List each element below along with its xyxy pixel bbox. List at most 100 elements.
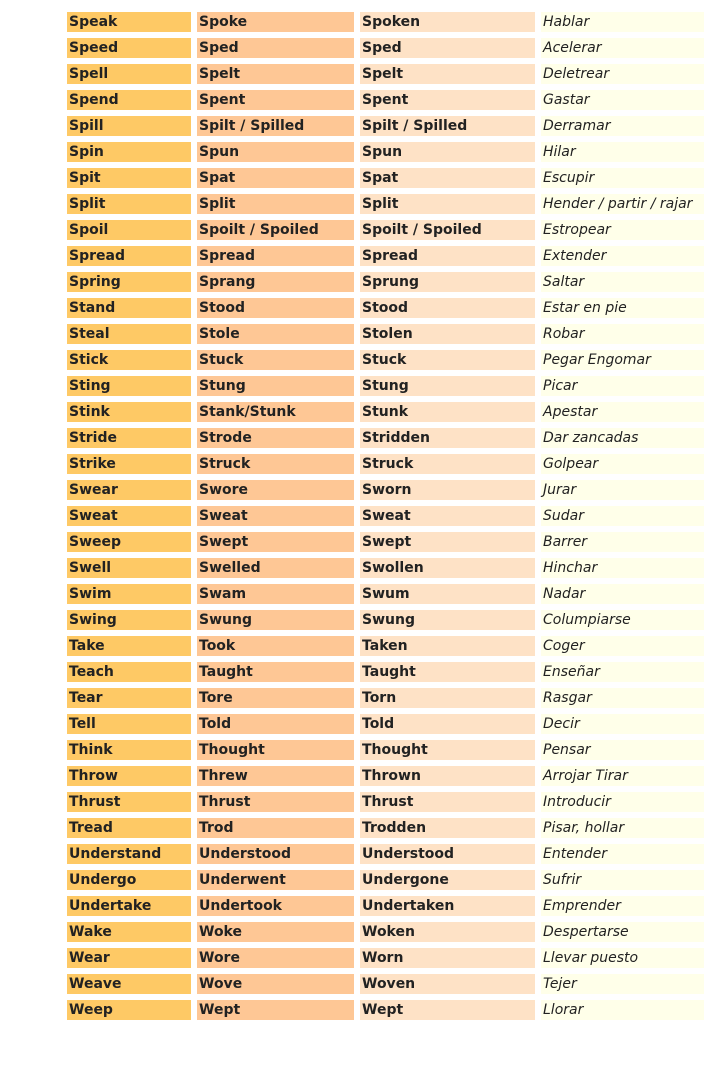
past-participle: Taken — [360, 636, 535, 656]
past-participle: Thrust — [360, 792, 535, 812]
past-simple: Spent — [197, 90, 354, 110]
translation: Enseñar — [541, 662, 704, 682]
base-form: Spoil — [67, 220, 191, 240]
past-simple: Sprang — [197, 272, 354, 292]
verb-table: Speak Spoke Spoken Hablar Speed Sped Sped Acele… — [61, 6, 710, 1026]
past-participle: Stolen — [360, 324, 535, 344]
base-form: Swell — [67, 558, 191, 578]
past-participle: Struck — [360, 454, 535, 474]
past-simple: Stung — [197, 376, 354, 396]
base-form: Spread — [67, 246, 191, 266]
base-form: Spend — [67, 90, 191, 110]
verb-row: Wear Wore Worn Llevar puesto — [67, 948, 704, 968]
translation: Derramar — [541, 116, 704, 136]
past-simple: Told — [197, 714, 354, 734]
translation: Jurar — [541, 480, 704, 500]
past-simple: Swept — [197, 532, 354, 552]
translation: Gastar — [541, 90, 704, 110]
translation: Decir — [541, 714, 704, 734]
translation: Emprender — [541, 896, 704, 916]
verb-row: Spring Sprang Sprung Saltar — [67, 272, 704, 292]
past-simple: Swung — [197, 610, 354, 630]
translation: Arrojar Tirar — [541, 766, 704, 786]
past-simple: Tore — [197, 688, 354, 708]
past-participle: Woken — [360, 922, 535, 942]
base-form: Wear — [67, 948, 191, 968]
translation: Nadar — [541, 584, 704, 604]
base-form: Throw — [67, 766, 191, 786]
past-simple: Spoke — [197, 12, 354, 32]
verb-row: Throw Threw Thrown Arrojar Tirar — [67, 766, 704, 786]
base-form: Stride — [67, 428, 191, 448]
past-simple: Swore — [197, 480, 354, 500]
verb-row: Wake Woke Woken Despertarse — [67, 922, 704, 942]
translation: Estar en pie — [541, 298, 704, 318]
translation: Pisar, hollar — [541, 818, 704, 838]
translation: Hilar — [541, 142, 704, 162]
verb-row: Spell Spelt Spelt Deletrear — [67, 64, 704, 84]
translation: Golpear — [541, 454, 704, 474]
past-simple: Swam — [197, 584, 354, 604]
translation: Hender / partir / rajar — [541, 194, 704, 214]
past-simple: Spilt / Spilled — [197, 116, 354, 136]
base-form: Tear — [67, 688, 191, 708]
past-simple: Thrust — [197, 792, 354, 812]
verb-row: Spoil Spoilt / Spoiled Spoilt / Spoiled Est… — [67, 220, 704, 240]
past-simple: Struck — [197, 454, 354, 474]
base-form: Teach — [67, 662, 191, 682]
verb-row: Think Thought Thought Pensar — [67, 740, 704, 760]
past-simple: Trod — [197, 818, 354, 838]
verb-row: Swear Swore Sworn Jurar — [67, 480, 704, 500]
past-simple: Took — [197, 636, 354, 656]
verb-row: Undertake Undertook Undertaken Emprender — [67, 896, 704, 916]
past-simple: Stank/Stunk — [197, 402, 354, 422]
past-participle: Thrown — [360, 766, 535, 786]
translation: Columpiarse — [541, 610, 704, 630]
translation: Hinchar — [541, 558, 704, 578]
past-simple: Underwent — [197, 870, 354, 890]
translation: Entender — [541, 844, 704, 864]
base-form: Swear — [67, 480, 191, 500]
translation: Llevar puesto — [541, 948, 704, 968]
past-simple: Spread — [197, 246, 354, 266]
past-participle: Sped — [360, 38, 535, 58]
translation: Picar — [541, 376, 704, 396]
verb-row: Teach Taught Taught Enseñar — [67, 662, 704, 682]
translation: Despertarse — [541, 922, 704, 942]
past-simple: Understood — [197, 844, 354, 864]
translation: Estropear — [541, 220, 704, 240]
base-form: Spring — [67, 272, 191, 292]
verb-row: Spread Spread Spread Extender — [67, 246, 704, 266]
base-form: Understand — [67, 844, 191, 864]
verb-row: Understand Understood Understood Entender — [67, 844, 704, 864]
verb-row: Sweat Sweat Sweat Sudar — [67, 506, 704, 526]
past-simple: Sweat — [197, 506, 354, 526]
verb-row: Swell Swelled Swollen Hinchar — [67, 558, 704, 578]
past-simple: Thought — [197, 740, 354, 760]
past-participle: Swum — [360, 584, 535, 604]
past-participle: Woven — [360, 974, 535, 994]
base-form: Sweep — [67, 532, 191, 552]
past-simple: Swelled — [197, 558, 354, 578]
past-participle: Sprung — [360, 272, 535, 292]
past-simple: Woke — [197, 922, 354, 942]
past-simple: Stole — [197, 324, 354, 344]
verb-row: Steal Stole Stolen Robar — [67, 324, 704, 344]
past-participle: Undergone — [360, 870, 535, 890]
base-form: Undertake — [67, 896, 191, 916]
verb-row: Thrust Thrust Thrust Introducir — [67, 792, 704, 812]
translation: Deletrear — [541, 64, 704, 84]
verb-row: Swing Swung Swung Columpiarse — [67, 610, 704, 630]
base-form: Swing — [67, 610, 191, 630]
translation: Barrer — [541, 532, 704, 552]
translation: Escupir — [541, 168, 704, 188]
translation: Rasgar — [541, 688, 704, 708]
base-form: Speak — [67, 12, 191, 32]
verb-row: Spend Spent Spent Gastar — [67, 90, 704, 110]
past-participle: Told — [360, 714, 535, 734]
past-participle: Spun — [360, 142, 535, 162]
base-form: Spin — [67, 142, 191, 162]
translation: Robar — [541, 324, 704, 344]
past-participle: Spent — [360, 90, 535, 110]
